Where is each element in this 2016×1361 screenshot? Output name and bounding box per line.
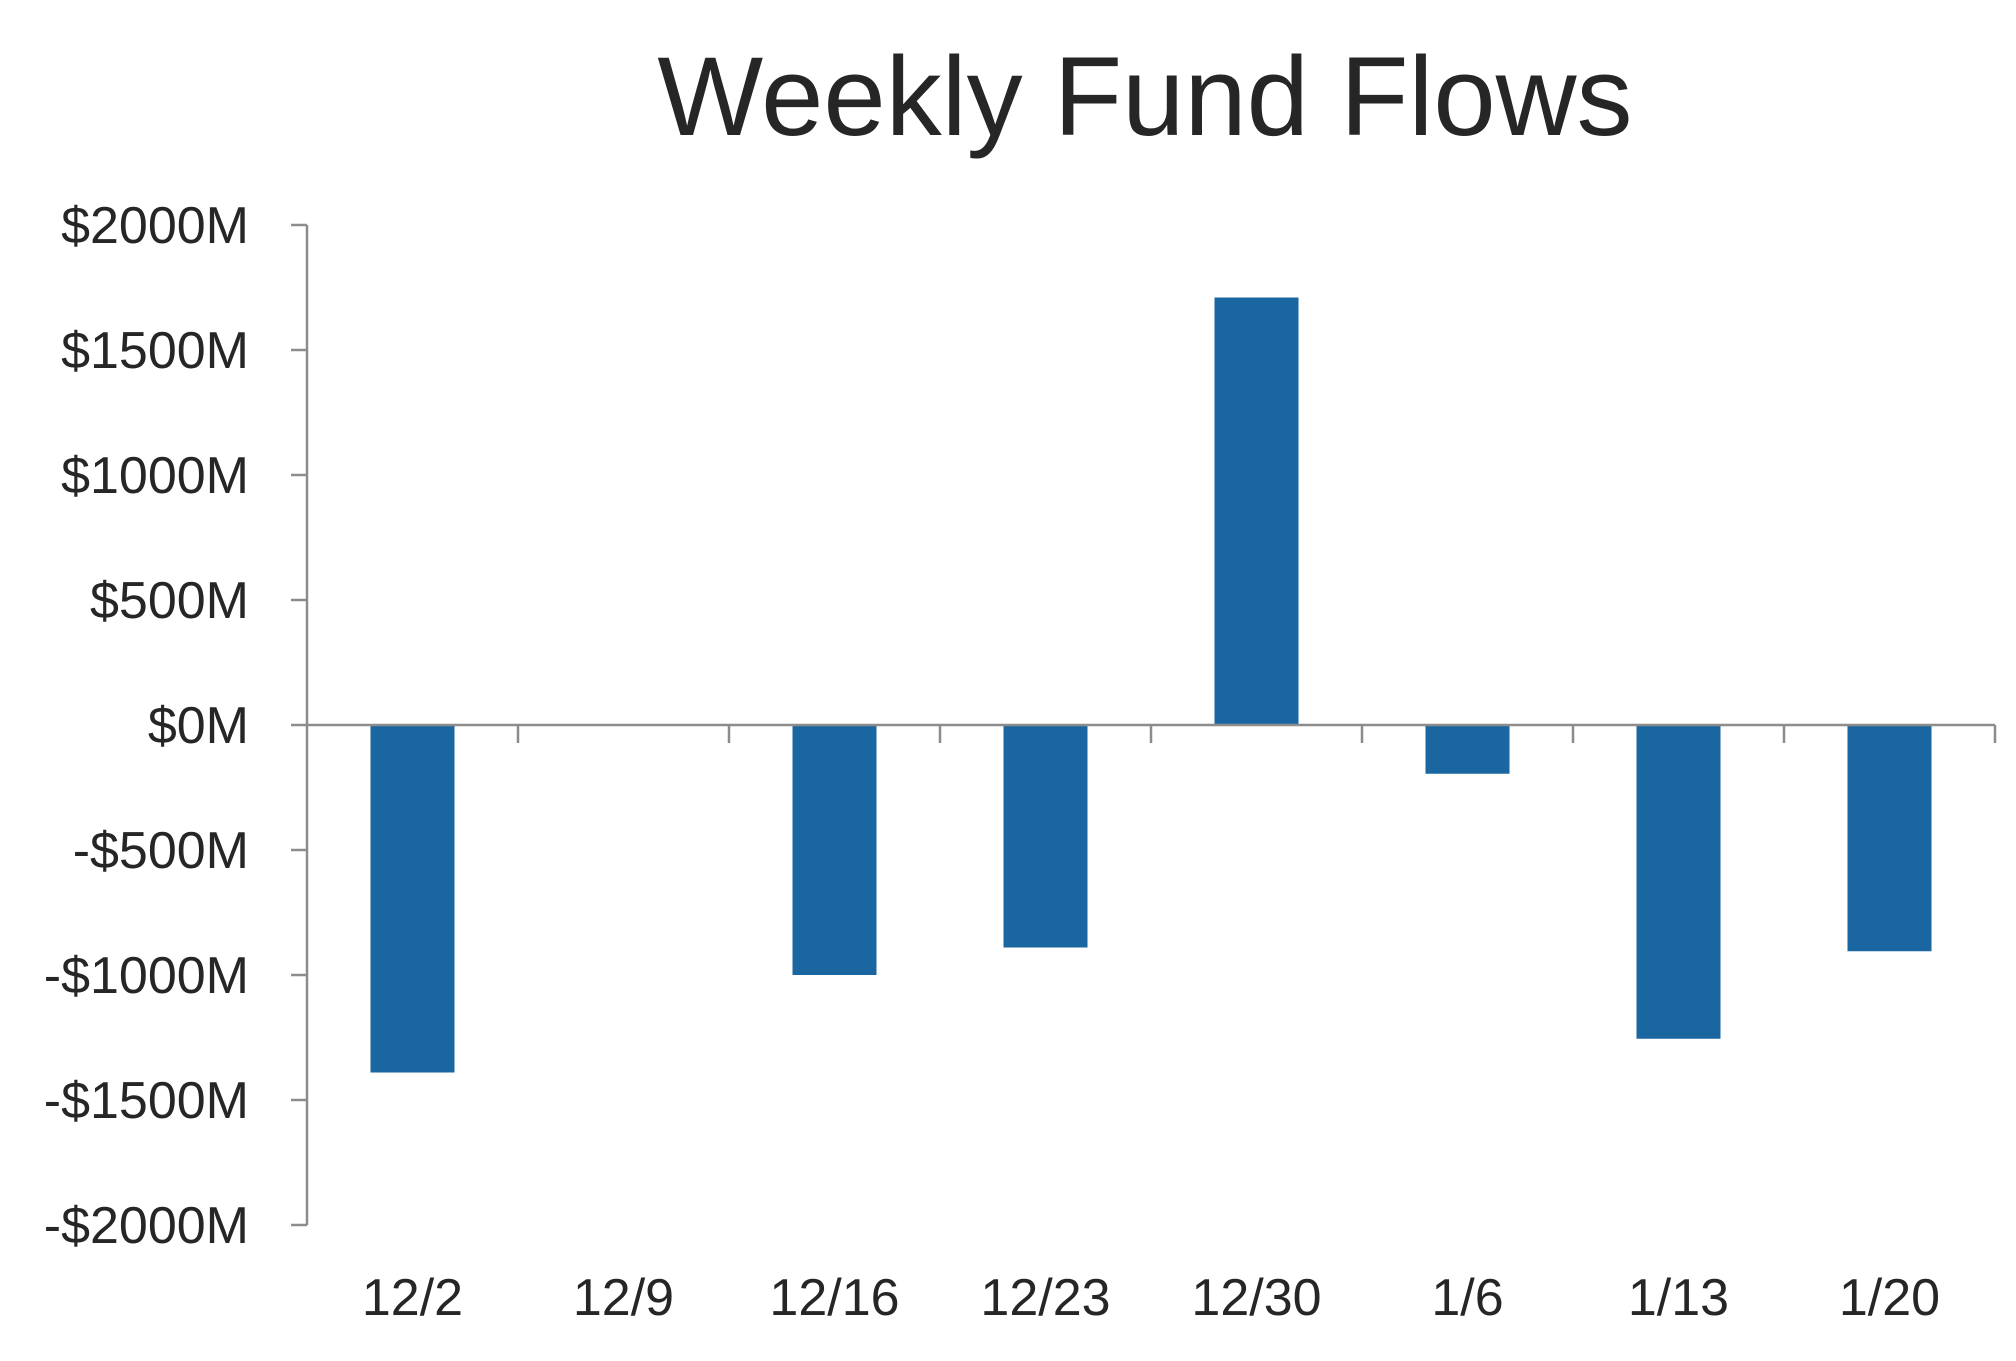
- x-tick-labels: 12/2 12/9 12/16 12/23 12/30 1/6 1/13 1/20: [362, 1269, 1940, 1327]
- bars-layer: [370, 297, 1932, 1073]
- x-tick-label: 12/23: [980, 1269, 1110, 1327]
- x-tick-label: 12/9: [573, 1269, 674, 1327]
- bar-12-23: [1003, 725, 1088, 948]
- x-tick-label: 1/13: [1628, 1269, 1729, 1327]
- y-tick-label: $2000M: [61, 197, 249, 255]
- chart-title: Weekly Fund Flows: [657, 34, 1632, 159]
- y-tick-label: -$2000M: [44, 1197, 249, 1255]
- bar-12-2: [370, 725, 455, 1073]
- bar-1-6: [1425, 725, 1510, 774]
- y-tick-labels: $2000M $1500M $1000M $500M $0M -$500M -$1000M -…: [44, 197, 249, 1255]
- y-tick-label: $500M: [90, 572, 249, 630]
- x-tick-label: 12/2: [362, 1269, 463, 1327]
- axes-layer: [291, 223, 1997, 1227]
- y-tick-label: $0M: [148, 697, 249, 755]
- y-tick-label: -$1500M: [44, 1072, 249, 1130]
- y-tick-label: $1500M: [61, 322, 249, 380]
- y-tick-label: -$500M: [73, 822, 249, 880]
- y-tick-label: -$1000M: [44, 947, 249, 1005]
- bar-12-30: [1214, 297, 1299, 725]
- bar-12-16: [792, 725, 877, 975]
- y-tick-label: $1000M: [61, 447, 249, 505]
- x-tick-label: 12/30: [1191, 1269, 1321, 1327]
- bar-1-20: [1847, 725, 1932, 952]
- x-tick-label: 1/20: [1839, 1269, 1940, 1327]
- bar-1-13: [1636, 725, 1721, 1039]
- x-tick-label: 12/16: [769, 1269, 899, 1327]
- x-tick-label: 1/6: [1431, 1269, 1503, 1327]
